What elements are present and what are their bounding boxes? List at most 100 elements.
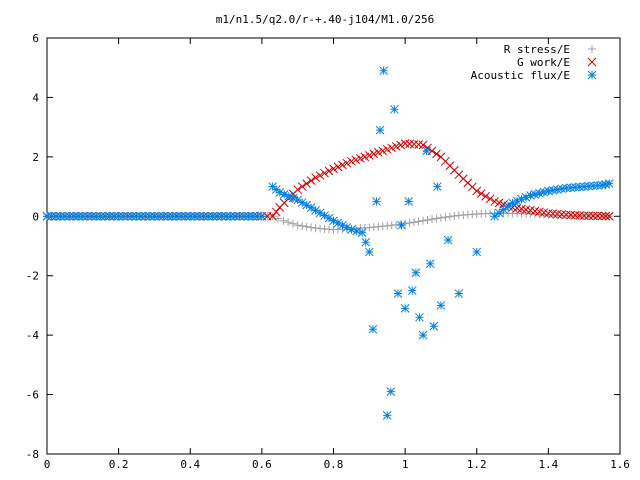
data-point — [357, 228, 367, 237]
y-tick-label: 0 — [32, 210, 39, 223]
data-point — [436, 213, 445, 222]
data-point — [494, 208, 504, 218]
data-point — [584, 211, 594, 221]
data-point — [405, 139, 414, 149]
data-point — [372, 197, 381, 206]
data-point — [414, 140, 423, 149]
data-point — [347, 225, 356, 235]
y-tick-label: -4 — [26, 329, 40, 342]
data-point — [485, 194, 495, 204]
data-point — [472, 186, 482, 196]
chart-title: m1/n1.5/q2.0/r-+.40-j104/M1.0/256 — [216, 13, 435, 26]
y-tick-label: 6 — [32, 32, 39, 45]
legend-label: R stress/E — [504, 43, 570, 56]
plot-frame — [46, 37, 621, 455]
x-axis: 0 0.2 0.4 0.6 0.8 1 1.2 1.4 1.6 — [44, 38, 630, 471]
data-point — [393, 289, 403, 298]
data-point — [154, 211, 164, 221]
data-point — [410, 218, 419, 227]
data-point — [368, 324, 378, 334]
data-point — [302, 179, 311, 188]
data-point — [472, 247, 482, 257]
data-point — [382, 411, 392, 420]
data-point — [226, 211, 235, 221]
x-tick-label: 0 — [44, 458, 51, 471]
data-point — [159, 211, 168, 221]
data-point — [593, 211, 602, 221]
data-point — [136, 211, 146, 221]
data-point — [333, 162, 343, 172]
data-point — [415, 312, 424, 322]
data-point — [503, 201, 513, 211]
legend-marker — [587, 70, 597, 80]
data-point — [150, 211, 159, 221]
data-point — [302, 222, 311, 231]
x-tick-label: 1.4 — [538, 458, 558, 471]
x-tick-label: 0.2 — [109, 458, 129, 471]
x-tick-label: 0.4 — [180, 458, 200, 471]
y-tick-label: -6 — [26, 389, 39, 402]
data-point — [284, 218, 293, 227]
data-point — [279, 216, 288, 225]
data-point — [386, 387, 396, 396]
data-point — [422, 146, 431, 156]
data-point — [383, 221, 392, 230]
data-point — [454, 289, 464, 298]
data-point — [414, 217, 423, 226]
data-point — [397, 220, 406, 230]
y-tick-label: -2 — [26, 270, 39, 283]
data-point — [315, 171, 325, 180]
data-point — [288, 193, 298, 203]
data-point — [311, 173, 320, 183]
data-point — [432, 214, 441, 223]
data-point — [433, 182, 442, 191]
data-point — [539, 187, 549, 197]
data-point — [141, 211, 150, 221]
data-point — [352, 226, 362, 236]
y-axis: -8 -6 -4 -2 0 2 4 6 — [26, 32, 620, 461]
data-point — [293, 185, 303, 194]
data-point — [199, 211, 209, 221]
data-point — [239, 211, 249, 221]
x-tick-label: 1.2 — [467, 458, 487, 471]
data-point — [60, 211, 70, 221]
data-point — [244, 211, 253, 221]
data-point — [118, 211, 128, 221]
data-point — [601, 211, 611, 221]
data-point — [298, 221, 307, 230]
data-point — [329, 164, 338, 174]
data-point — [404, 197, 414, 206]
data-point — [429, 321, 439, 331]
data-point — [268, 211, 277, 221]
x-tick-label: 1 — [402, 458, 409, 471]
data-point — [342, 158, 352, 168]
data-point — [361, 237, 371, 247]
data-point — [208, 211, 217, 221]
data-point — [604, 179, 614, 188]
y-tick-label: 4 — [32, 91, 39, 104]
data-point — [342, 223, 352, 232]
data-point — [297, 182, 307, 191]
x-tick-label: 0.8 — [324, 458, 344, 471]
data-point — [427, 215, 436, 224]
data-point — [450, 211, 459, 220]
data-point — [271, 207, 281, 217]
data-point — [307, 223, 316, 232]
legend-label: G work/E — [517, 56, 570, 69]
data-point — [443, 235, 453, 245]
legend-marker — [587, 57, 597, 67]
data-point — [390, 104, 399, 114]
data-point — [604, 211, 614, 221]
series-3 — [42, 66, 614, 420]
data-point — [418, 140, 428, 150]
data-point — [320, 211, 329, 220]
data-point — [418, 330, 428, 340]
data-point — [436, 301, 446, 310]
data-point — [400, 304, 410, 313]
data-point — [441, 213, 450, 222]
data-point — [167, 211, 177, 221]
data-point — [588, 211, 598, 221]
x-tick-label: 1.6 — [610, 458, 630, 471]
x-tick-label: 0.6 — [252, 458, 272, 471]
